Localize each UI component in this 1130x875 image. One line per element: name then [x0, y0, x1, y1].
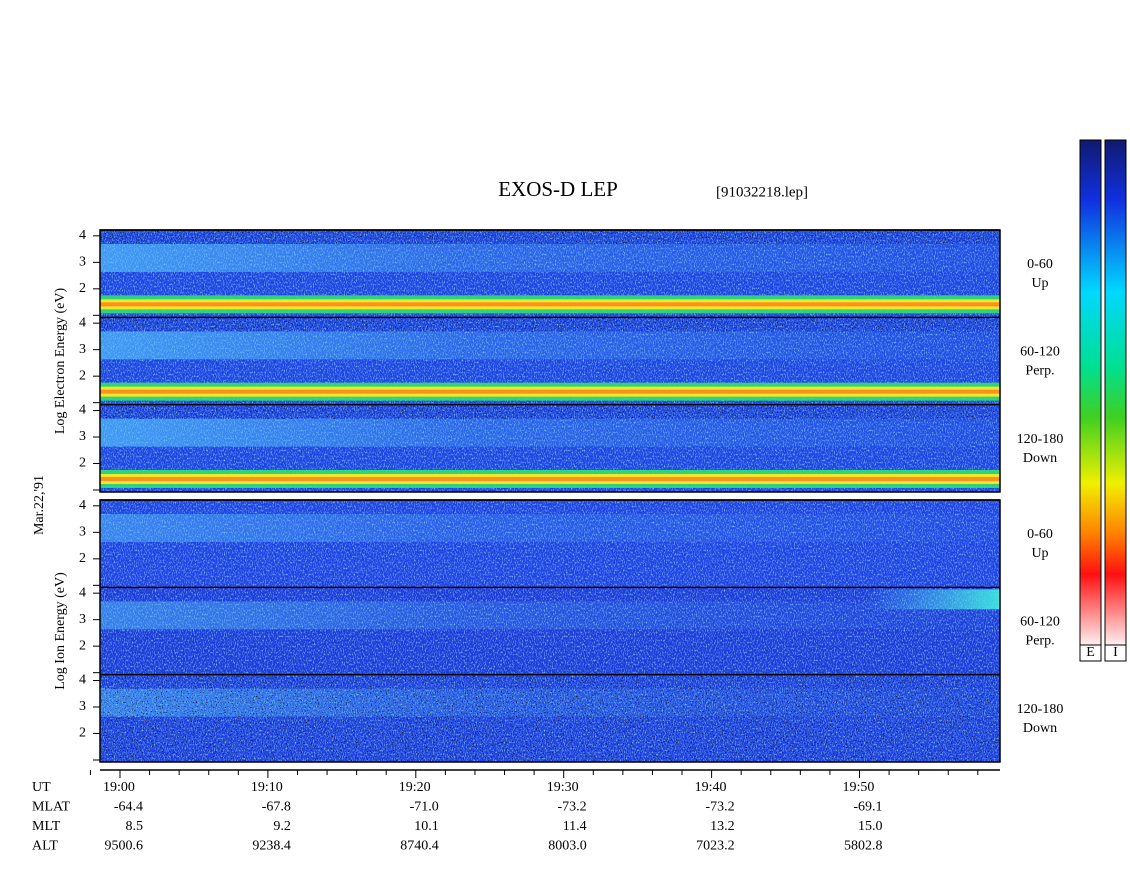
- direction-label: Up: [1031, 546, 1048, 561]
- y-tick-label: 2: [79, 726, 86, 741]
- row-value: 8.5: [126, 819, 144, 834]
- row-name: ALT: [32, 839, 58, 854]
- row-value: 19:10: [251, 780, 283, 795]
- y-tick-label: 3: [79, 699, 86, 714]
- date: Mar.22,'91: [32, 475, 47, 535]
- y-tick-label: 2: [79, 638, 86, 653]
- colorbar-label: E: [1086, 645, 1095, 660]
- direction-label: Down: [1023, 451, 1057, 466]
- colorbar-box: [1079, 644, 1102, 662]
- haze: [100, 589, 1000, 610]
- title: EXOS-D LEP: [498, 177, 618, 201]
- row-value: 15.0: [858, 819, 883, 834]
- row-value: 7023.2: [696, 839, 735, 854]
- y-tick-label: 3: [79, 525, 86, 540]
- row-value: 13.2: [710, 819, 735, 834]
- y-tick-label: 4: [79, 498, 86, 513]
- band: [100, 389, 1000, 394]
- band: [100, 476, 1000, 481]
- row-value: 19:20: [399, 780, 431, 795]
- row-value: 8740.4: [400, 839, 439, 854]
- dropouts: [100, 674, 1000, 762]
- haze: [100, 331, 1000, 360]
- dropouts: [100, 317, 1000, 332]
- row-name: UT: [32, 780, 51, 795]
- angle-label: 0-60: [1027, 527, 1053, 542]
- row-name: MLT: [32, 819, 61, 834]
- y-tick-label: 4: [79, 315, 86, 330]
- haze: [100, 418, 1000, 447]
- y-tick-label: 4: [79, 228, 86, 243]
- row-value: 5802.8: [844, 839, 883, 854]
- panel-label: Log Electron Energy (eV): [53, 288, 68, 435]
- row-value: 19:00: [103, 780, 135, 795]
- y-tick-label: 4: [79, 403, 86, 418]
- row-value: -73.2: [705, 800, 734, 815]
- dropouts: [100, 230, 1000, 244]
- row-value: -64.4: [114, 800, 143, 815]
- y-tick-label: 3: [79, 429, 86, 444]
- row-value: 19:50: [843, 780, 875, 795]
- panel-label: Log Ion Energy (eV): [53, 572, 68, 690]
- y-tick-label: 4: [79, 673, 86, 688]
- colorbar: [1079, 139, 1102, 646]
- direction-label: Perp.: [1025, 634, 1054, 649]
- row-value: 9.2: [273, 819, 291, 834]
- haze: [100, 514, 1000, 542]
- row-name: MLAT: [32, 800, 71, 815]
- row-value: 9238.4: [252, 839, 291, 854]
- angle-label: 60-120: [1020, 615, 1060, 630]
- file-name: [91032218.lep]: [716, 184, 808, 200]
- panel-frame: [99, 229, 1001, 493]
- y-tick-label: 3: [79, 255, 86, 270]
- haze: [100, 244, 1000, 272]
- row-value: 10.1: [414, 819, 439, 834]
- panel-frame: [99, 499, 1001, 763]
- y-tick-label: 4: [79, 585, 86, 600]
- row-value: -67.8: [262, 800, 291, 815]
- spectrogram-noise: [100, 500, 1000, 588]
- direction-label: Down: [1023, 721, 1057, 736]
- colorbar-box: [1104, 644, 1127, 662]
- y-tick-label: 3: [79, 612, 86, 627]
- angle-label: 120-180: [1017, 432, 1064, 447]
- colorbar-label: I: [1113, 645, 1118, 660]
- row-value: 11.4: [563, 819, 587, 834]
- y-tick-label: 2: [79, 281, 86, 296]
- y-tick-label: 2: [79, 456, 86, 471]
- row-value: 19:40: [695, 780, 727, 795]
- direction-label: Up: [1031, 276, 1048, 291]
- angle-label: 60-120: [1020, 345, 1060, 360]
- row-value: -73.2: [558, 800, 587, 815]
- row-value: -71.0: [410, 800, 439, 815]
- band: [100, 302, 1000, 307]
- row-value: 19:30: [547, 780, 579, 795]
- row-value: -69.1: [853, 800, 882, 815]
- y-tick-label: 2: [79, 551, 86, 566]
- row-value: 8003.0: [548, 839, 587, 854]
- y-tick-label: 3: [79, 342, 86, 357]
- direction-label: Perp.: [1025, 364, 1054, 379]
- y-tick-label: 2: [79, 368, 86, 383]
- colorbar: [1104, 139, 1127, 646]
- angle-label: 0-60: [1027, 257, 1053, 272]
- dropouts: [100, 404, 1000, 419]
- row-value: 9500.6: [105, 839, 144, 854]
- angle-label: 120-180: [1017, 702, 1064, 717]
